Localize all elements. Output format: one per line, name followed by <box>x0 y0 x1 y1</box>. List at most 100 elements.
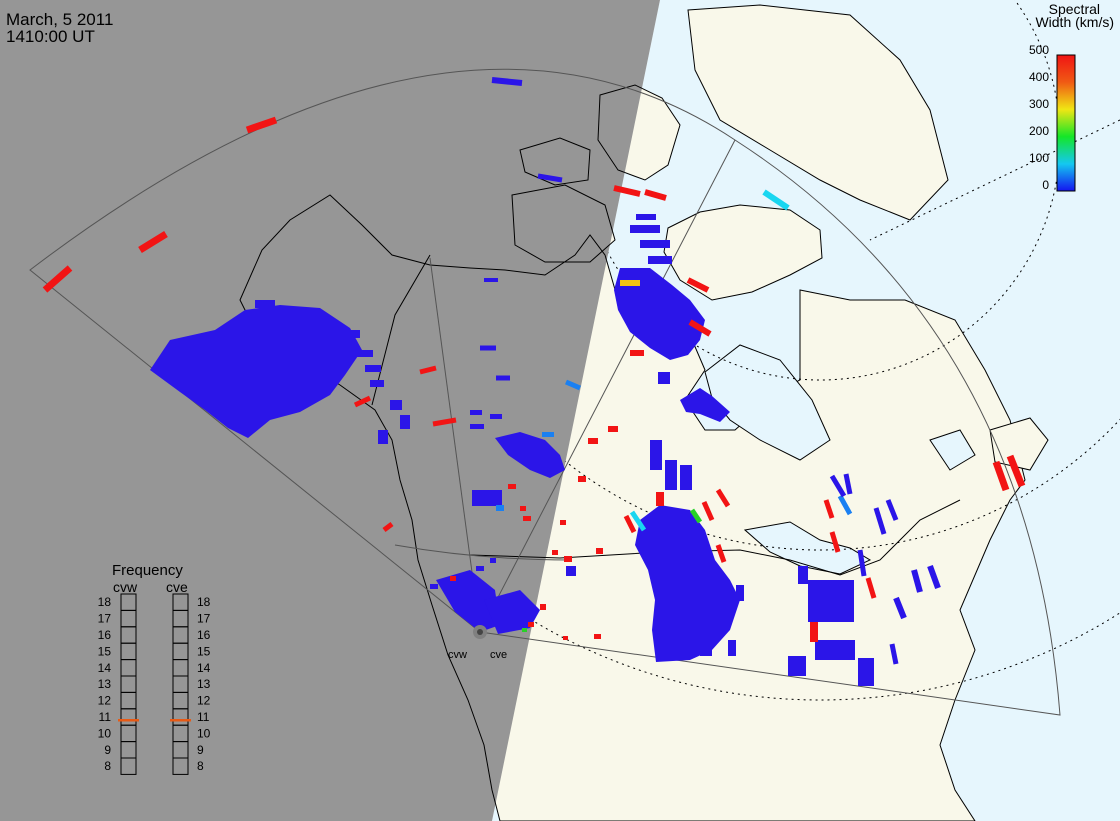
echo-red <box>563 636 568 640</box>
frequency-scale-label: 8 <box>104 759 111 773</box>
echo-cluster-alaska <box>150 305 362 438</box>
echo-red <box>715 488 731 508</box>
frequency-scale-label: 18 <box>98 595 112 609</box>
echo-blue <box>885 499 899 521</box>
echo <box>470 410 482 415</box>
echo <box>340 330 360 338</box>
echo <box>798 566 808 584</box>
echo-red <box>42 265 73 293</box>
frequency-scale-label: 9 <box>197 743 204 757</box>
echo-red <box>508 484 516 489</box>
colorbar-tick-label: 500 <box>1029 43 1049 57</box>
frequency-cell <box>172 757 189 775</box>
newfoundland-landmass <box>989 417 1049 471</box>
great-lakes <box>743 521 872 575</box>
echo-red <box>686 277 710 293</box>
frequency-scale-label: 15 <box>98 644 112 658</box>
echo-blue <box>893 596 907 620</box>
echo-red <box>644 189 667 201</box>
colorbar-ticks: 500 400 300 200 100 0 <box>1029 43 1049 192</box>
echo-red <box>245 116 278 134</box>
night-coastline-mainland <box>239 194 651 821</box>
echo-red <box>138 231 168 253</box>
echo-blue <box>857 549 867 577</box>
echo-red <box>656 492 664 506</box>
echo-near-range-east <box>484 590 540 634</box>
echo <box>700 640 712 656</box>
echo-red <box>540 604 546 610</box>
echo <box>636 214 656 220</box>
echo-red <box>992 460 1010 492</box>
echo-blue <box>491 77 523 86</box>
frequency-scale-label: 10 <box>197 726 211 740</box>
frequency-scale-label: 12 <box>197 694 211 708</box>
frequency-panel: Frequency cvw cve 1817161514131211109818… <box>98 562 211 775</box>
echo-cluster-baffin <box>614 268 705 360</box>
frequency-scale-label: 12 <box>98 694 112 708</box>
echo <box>658 372 670 384</box>
echo-yellow <box>620 280 640 286</box>
echo-red <box>608 426 618 432</box>
us-canada-border <box>469 499 961 576</box>
echo-cluster-hudson-west <box>680 388 730 422</box>
echo <box>815 640 855 660</box>
site-label-cve: cve <box>490 649 507 661</box>
echo-red <box>810 622 818 642</box>
frequency-title: Frequency <box>112 562 183 579</box>
echo-red <box>382 522 394 532</box>
echo-red <box>432 417 457 427</box>
echo-cyan <box>762 189 790 211</box>
longitude-line <box>869 119 1120 241</box>
echo <box>858 658 874 686</box>
echo <box>365 365 381 372</box>
echo-red <box>578 476 586 482</box>
frequency-scale-label: 14 <box>98 661 112 675</box>
frequency-cell <box>120 757 137 775</box>
echo-red <box>419 365 437 375</box>
spectral-width-colorbar: Spectral Width (km/s) 500 400 300 200 100 0 <box>1029 1 1114 192</box>
echo-red <box>520 506 526 511</box>
echo-red <box>701 500 715 522</box>
echo-red <box>560 520 566 525</box>
frequency-scale-label: 13 <box>197 677 211 691</box>
echo-red <box>596 548 603 554</box>
date-label: March, 5 2011 <box>6 10 113 29</box>
echo-cyan <box>629 510 647 532</box>
echo <box>665 460 677 490</box>
radar-sites: cvw cve <box>448 625 507 661</box>
frequency-scale-label: 17 <box>197 612 211 626</box>
colorbar-title-line2: Width (km/s) <box>1035 14 1114 30</box>
echo-red <box>552 550 558 555</box>
echo <box>808 580 854 622</box>
frequency-scale-label: 13 <box>98 677 112 691</box>
echo-blue <box>889 643 899 665</box>
frequency-scale-label: 8 <box>197 759 204 773</box>
echo <box>640 240 670 248</box>
colorbar-tick-label: 400 <box>1029 70 1049 84</box>
echo-blue <box>843 473 853 495</box>
echo <box>470 424 484 429</box>
echo-red <box>623 514 637 534</box>
echo-lightblue <box>565 379 581 391</box>
echo-red <box>566 566 576 576</box>
echo <box>650 440 662 470</box>
echo-red <box>523 516 531 521</box>
frequency-scale-label: 16 <box>197 628 211 642</box>
baffin-island-landmass <box>663 204 823 301</box>
echo <box>255 300 275 308</box>
frequency-scale-label: 16 <box>98 628 112 642</box>
echo <box>542 432 554 437</box>
echo-cluster-central <box>495 432 565 478</box>
colorbar-title-line1: Spectral <box>1049 1 1100 17</box>
echo-blue <box>873 507 887 535</box>
echo <box>736 585 744 601</box>
echo <box>728 640 736 656</box>
echo-red <box>829 531 841 553</box>
greenland-landmass <box>687 4 949 221</box>
frequency-scale-label: 17 <box>98 612 112 626</box>
echo <box>472 490 502 506</box>
echo-red <box>594 634 601 639</box>
echo <box>390 400 402 410</box>
radar-site-center <box>477 629 483 635</box>
